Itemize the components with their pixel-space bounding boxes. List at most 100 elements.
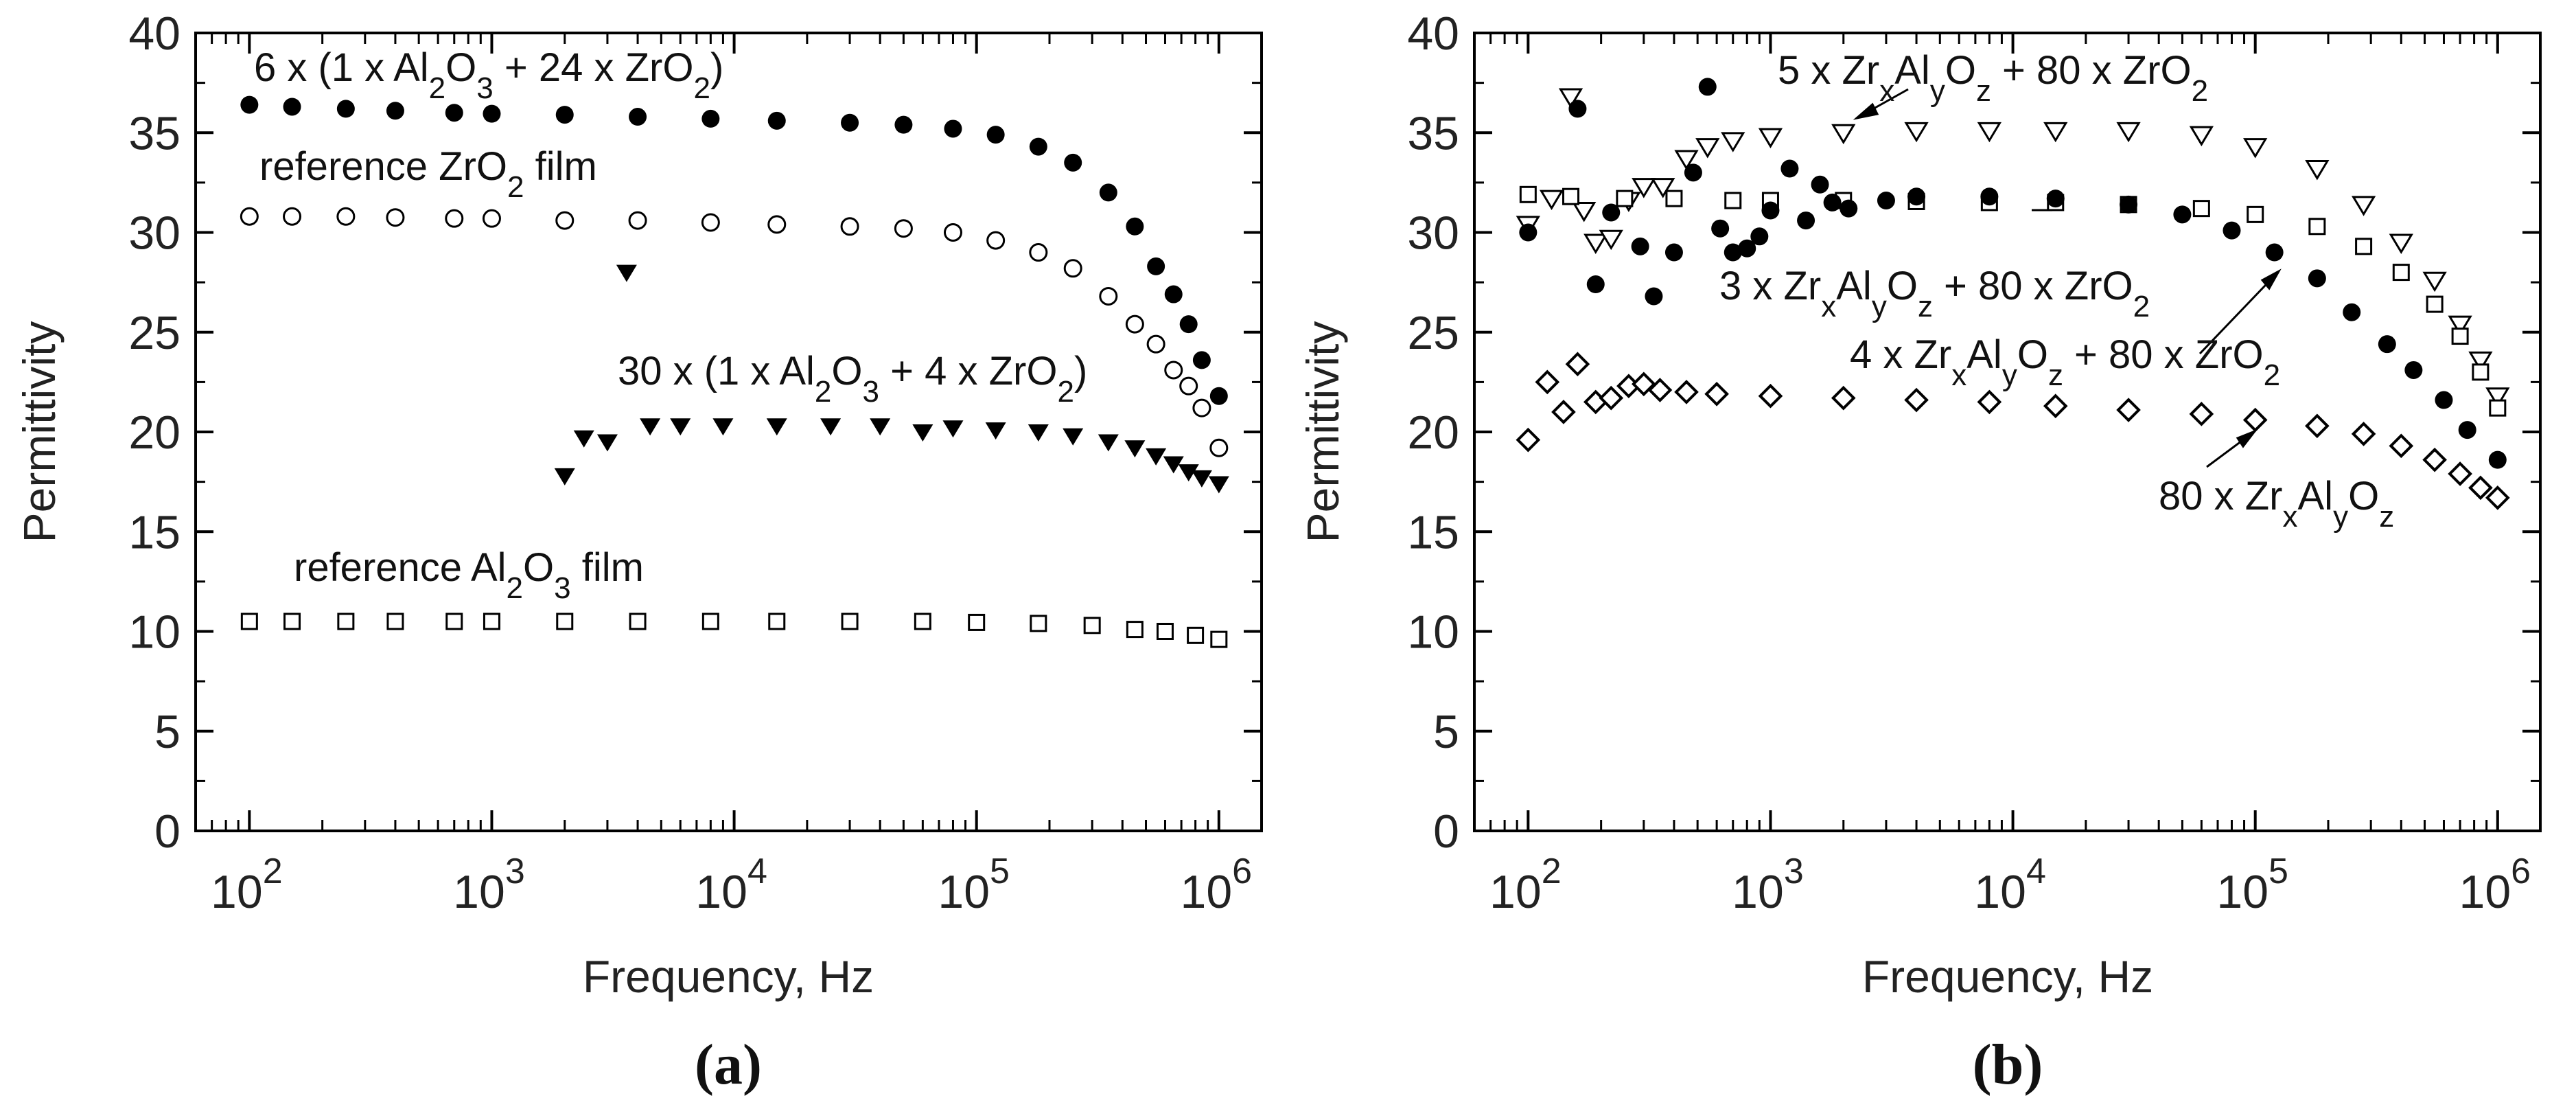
- marker-open-square: [1665, 190, 1683, 207]
- marker-filled-circle: [841, 113, 859, 132]
- marker-filled-circle: [767, 111, 786, 130]
- marker-open-triangle: [1832, 124, 1855, 144]
- y-axis-title-a: Permittivity: [14, 321, 65, 543]
- marker-filled-circle: [1877, 192, 1895, 210]
- marker-open-square: [629, 613, 647, 630]
- marker-filled-circle: [2435, 391, 2453, 409]
- annotation-b-3x: 3 x ZrxAlyOz + 80 x ZrO2: [1719, 264, 2150, 323]
- x-tick-label: 105: [2216, 851, 2288, 918]
- marker-open-square: [1210, 630, 1228, 648]
- marker-open-square: [1083, 617, 1101, 634]
- marker-filled-circle: [336, 100, 355, 118]
- marker-filled-circle: [483, 104, 501, 123]
- series-2: [240, 207, 1229, 457]
- marker-filled-circle: [1724, 243, 1742, 262]
- marker-filled-triangle: [1028, 424, 1049, 442]
- marker-filled-circle: [1645, 287, 1663, 306]
- marker-filled-circle: [2046, 190, 2065, 208]
- marker-open-square: [2451, 328, 2469, 345]
- marker-open-circle: [943, 223, 962, 242]
- marker-filled-triangle: [616, 264, 637, 282]
- arrowhead-b1: [1853, 102, 1879, 120]
- marker-open-square: [1616, 190, 1634, 207]
- marker-open-diamond: [2190, 402, 2214, 426]
- marker-open-circle: [386, 208, 405, 227]
- panel-b: 0 5 10 15 20 25 30 35 40 102 103 104 105 106 Permitt…: [1297, 8, 2542, 1097]
- marker-filled-circle: [2173, 205, 2192, 224]
- marker-open-triangle: [1540, 190, 1564, 209]
- marker-filled-circle: [2343, 303, 2361, 321]
- x-tick-label: 103: [453, 851, 525, 918]
- marker-filled-circle: [1907, 187, 1926, 206]
- marker-open-circle: [240, 207, 259, 226]
- marker-filled-triangle: [1063, 428, 1084, 446]
- marker-open-diamond: [2485, 485, 2509, 510]
- marker-open-square: [1562, 187, 1580, 205]
- marker-open-circle: [445, 209, 464, 228]
- marker-filled-circle: [283, 98, 301, 116]
- plot-area-b: [1473, 32, 2542, 832]
- marker-filled-circle: [2223, 221, 2241, 240]
- marker-open-diamond: [2468, 476, 2492, 500]
- x-tick-label: 102: [1489, 851, 1562, 918]
- marker-filled-circle: [1147, 257, 1165, 275]
- marker-open-diamond: [1831, 386, 1855, 410]
- marker-open-diamond: [2352, 422, 2376, 446]
- marker-open-circle: [628, 211, 647, 230]
- marker-open-circle: [1063, 259, 1082, 278]
- marker-open-circle: [986, 231, 1006, 250]
- marker-open-square: [2489, 399, 2507, 417]
- marker-open-square: [1030, 615, 1047, 632]
- marker-open-diamond: [2305, 414, 2329, 438]
- marker-open-diamond: [1905, 388, 1929, 412]
- marker-open-diamond: [2043, 394, 2067, 418]
- marker-open-triangle: [1573, 202, 1596, 222]
- series-1: [240, 95, 1228, 405]
- marker-filled-circle: [240, 95, 259, 114]
- marker-filled-circle: [1823, 193, 1842, 211]
- x-ticks-a: 102 103 104 105 106: [194, 33, 1252, 918]
- marker-filled-triangle: [912, 424, 933, 442]
- annotation-b-4x: 4 x ZrxAlyOz + 80 x ZrO2: [1850, 332, 2280, 392]
- marker-filled-triangle: [1208, 476, 1229, 494]
- arrowhead-b3: [2260, 268, 2282, 290]
- marker-filled-triangle: [942, 420, 964, 438]
- marker-open-circle: [1192, 398, 1211, 418]
- marker-open-circle: [1164, 361, 1183, 380]
- marker-open-square: [283, 613, 301, 630]
- marker-open-diamond: [2389, 434, 2413, 458]
- marker-filled-circle: [1192, 351, 1211, 369]
- marker-open-square: [1156, 623, 1174, 640]
- marker-open-circle: [1209, 438, 1229, 457]
- y-tick-label: 35: [128, 107, 181, 159]
- annotation-a-zro2-al2o3-24: 6 x (1 x Al2O3 + 24 x ZrO2): [254, 45, 723, 105]
- y-tick-label: 30: [1407, 207, 1459, 260]
- marker-open-square: [841, 613, 859, 630]
- marker-open-diamond: [1516, 428, 1540, 452]
- marker-filled-circle: [2378, 335, 2396, 354]
- marker-filled-circle: [1126, 217, 1144, 236]
- marker-open-square: [556, 613, 574, 630]
- marker-filled-triangle: [573, 430, 594, 448]
- marker-open-square: [240, 613, 258, 630]
- marker-open-square: [968, 613, 986, 631]
- marker-open-triangle: [2190, 126, 2213, 146]
- marker-open-diamond: [1566, 352, 1590, 376]
- marker-open-square: [483, 613, 500, 630]
- marker-filled-circle: [701, 109, 720, 128]
- marker-filled-circle: [1179, 315, 1198, 334]
- marker-open-circle: [1179, 376, 1198, 396]
- marker-filled-circle: [1761, 201, 1780, 220]
- marker-filled-circle: [1750, 227, 1769, 246]
- marker-open-square: [914, 613, 931, 630]
- annotation-a-reference-zro2: reference ZrO2 film: [259, 144, 597, 204]
- marker-open-circle: [1029, 243, 1048, 262]
- marker-open-triangle: [1584, 233, 1608, 253]
- y-tick-label: 5: [154, 706, 181, 758]
- marker-open-triangle: [1696, 138, 1719, 158]
- y-tick-label: 25: [1407, 307, 1459, 359]
- y-tick-label: 25: [128, 307, 181, 359]
- marker-open-diamond: [2423, 448, 2447, 472]
- markers-a: [240, 95, 1229, 648]
